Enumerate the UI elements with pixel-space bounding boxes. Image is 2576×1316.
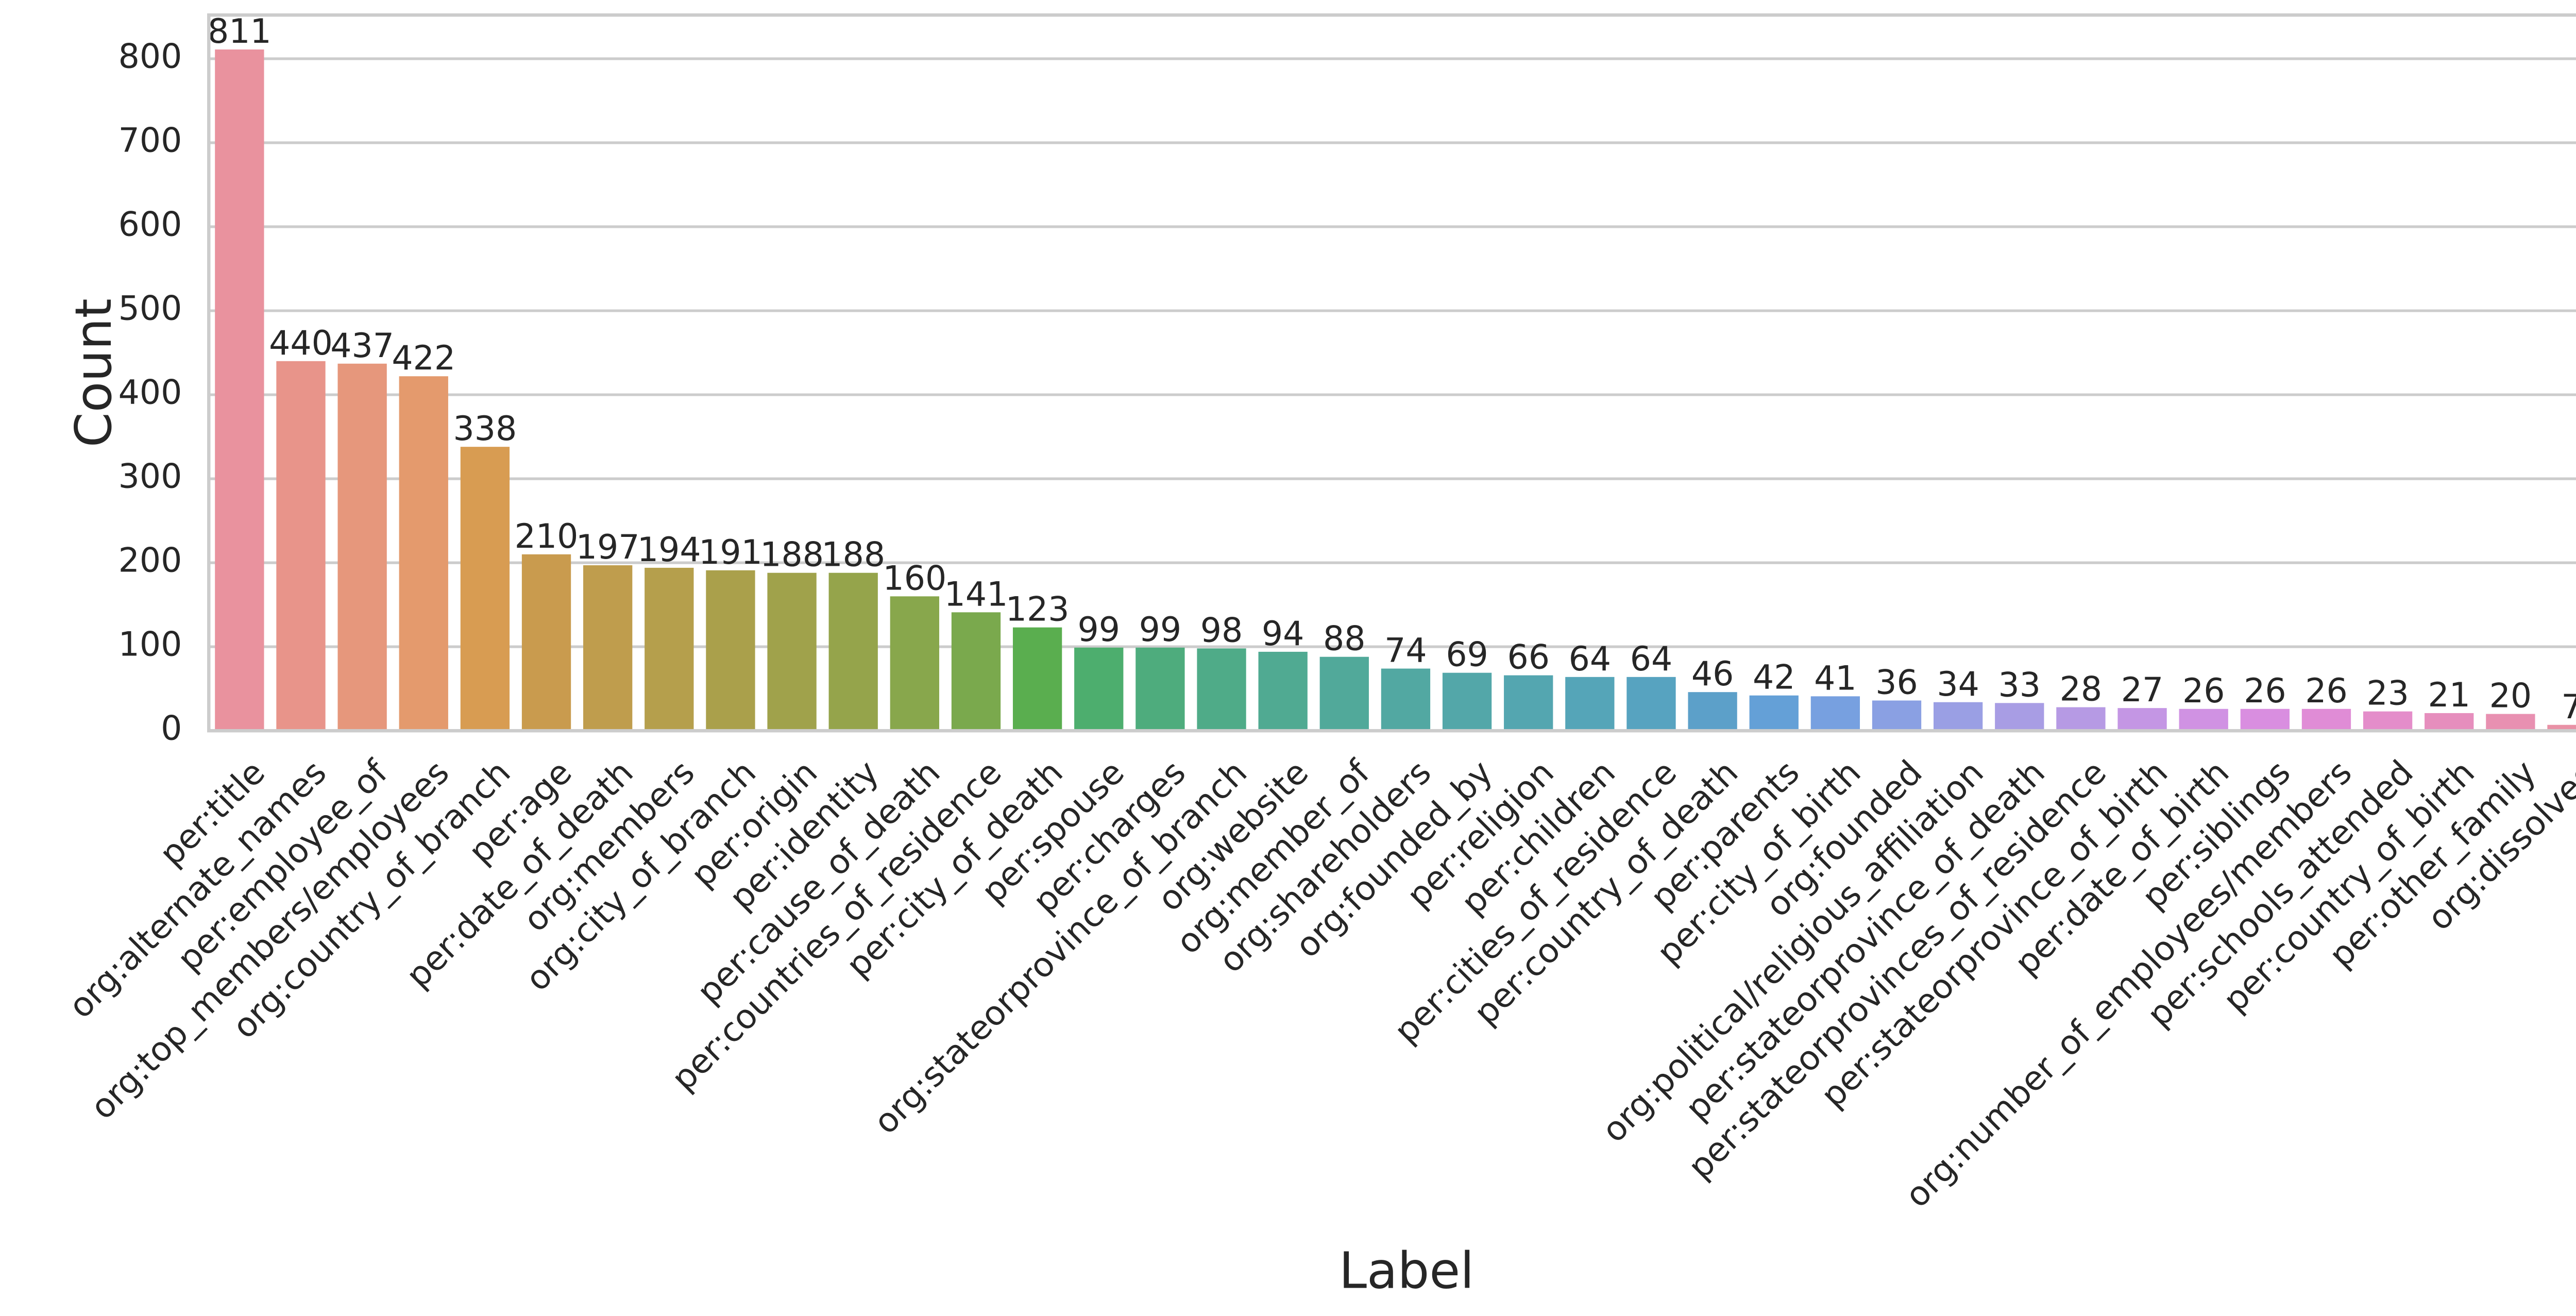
- y-tick-label: 0: [161, 710, 182, 748]
- y-tick-label: 700: [118, 122, 182, 160]
- value-label: 99: [1139, 611, 1181, 649]
- value-label: 188: [821, 536, 885, 575]
- bar: [1012, 627, 1062, 731]
- bar: [399, 376, 448, 731]
- value-label: 160: [883, 559, 946, 598]
- bar: [2363, 711, 2413, 731]
- bar: [2486, 714, 2535, 731]
- value-label: 64: [1630, 640, 1672, 679]
- value-label: 74: [1384, 632, 1427, 670]
- value-label: 41: [1814, 659, 1856, 698]
- bar: [1381, 668, 1431, 731]
- value-label: 21: [2428, 676, 2470, 715]
- value-label: 437: [330, 327, 394, 365]
- value-label: 23: [2366, 674, 2409, 713]
- bar: [276, 361, 326, 731]
- bar: [2179, 708, 2228, 731]
- bar: [1319, 656, 1369, 731]
- x-axis-title: Label: [1339, 1242, 1474, 1300]
- value-label: 422: [392, 339, 455, 378]
- value-label: 69: [1446, 636, 1488, 674]
- bar: [337, 363, 387, 731]
- bar: [2547, 724, 2576, 731]
- plot-frame: [207, 13, 2576, 733]
- bar: [951, 612, 1001, 731]
- value-label: 338: [453, 410, 517, 448]
- value-label: 28: [2060, 670, 2102, 709]
- bar: [828, 572, 878, 731]
- bar: [645, 567, 694, 731]
- bar: [521, 554, 571, 731]
- value-label: 34: [1937, 665, 1979, 704]
- bar: [1995, 703, 2044, 731]
- bar: [1258, 651, 1308, 731]
- bar: [767, 572, 817, 731]
- bar: [890, 596, 940, 731]
- value-label: 42: [1753, 659, 1795, 697]
- y-tick-label: 300: [118, 458, 182, 496]
- value-label: 98: [1200, 611, 1243, 650]
- y-tick-label: 400: [118, 374, 182, 412]
- value-label: 197: [576, 528, 640, 567]
- bar: [583, 565, 633, 731]
- value-label: 27: [2121, 671, 2163, 710]
- value-label: 33: [1998, 666, 2041, 704]
- value-label: 7: [2561, 688, 2576, 727]
- y-tick-label: 200: [118, 542, 182, 580]
- bar: [2425, 713, 2474, 731]
- bar: [1197, 648, 1246, 731]
- value-label: 36: [1875, 663, 1918, 702]
- value-label: 188: [760, 536, 824, 575]
- bar: [1626, 677, 1676, 731]
- value-label: 46: [1691, 655, 1734, 694]
- bar: [1934, 702, 1983, 731]
- value-label: 210: [515, 517, 579, 556]
- bar: [2240, 708, 2290, 731]
- bar: [215, 49, 264, 731]
- bar: [1810, 696, 1860, 731]
- value-label: 191: [699, 533, 762, 572]
- value-label: 94: [1262, 615, 1304, 653]
- bar: [706, 570, 755, 731]
- value-label: 26: [2182, 672, 2225, 711]
- value-label: 26: [2305, 672, 2347, 711]
- value-label: 99: [1078, 611, 1120, 649]
- value-label: 811: [208, 12, 272, 51]
- bar: [1442, 672, 1492, 731]
- value-label: 66: [1507, 638, 1549, 677]
- bar: [1136, 647, 1185, 731]
- y-axis-title: Count: [64, 298, 123, 447]
- value-label: 64: [1569, 640, 1611, 679]
- bar: [1688, 692, 1737, 731]
- y-tick-label: 600: [118, 206, 182, 244]
- bar: [460, 447, 510, 731]
- y-tick-label: 100: [118, 626, 182, 664]
- value-label: 20: [2489, 677, 2532, 716]
- value-label: 123: [1006, 590, 1070, 629]
- value-label: 141: [944, 575, 1008, 614]
- bar: [2117, 708, 2167, 731]
- bar: [1504, 675, 1553, 731]
- bar: [1074, 647, 1124, 731]
- bar: [1565, 677, 1615, 731]
- value-label: 26: [2244, 672, 2286, 711]
- bar: [1872, 700, 1922, 731]
- value-label: 88: [1323, 620, 1365, 659]
- value-label: 440: [269, 324, 333, 363]
- y-tick-label: 800: [118, 38, 182, 76]
- bar: [2301, 708, 2351, 731]
- bar: [1749, 695, 1799, 731]
- value-label: 194: [637, 531, 701, 569]
- y-tick-label: 500: [118, 290, 182, 328]
- bar: [2056, 707, 2106, 731]
